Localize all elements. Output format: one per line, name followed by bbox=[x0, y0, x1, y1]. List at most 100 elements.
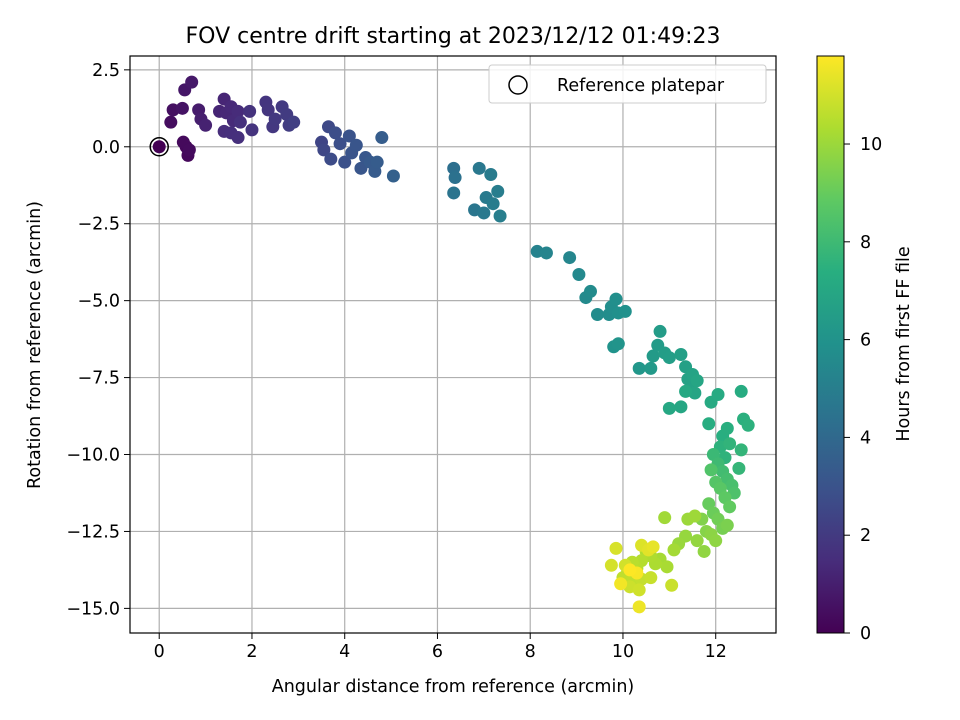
data-point bbox=[653, 324, 667, 338]
data-point bbox=[491, 184, 505, 198]
x-axis-label: Angular distance from reference (arcmin) bbox=[272, 677, 635, 697]
data-point bbox=[447, 186, 461, 200]
data-point bbox=[333, 137, 347, 151]
data-point bbox=[609, 292, 623, 306]
colorbar-gradient bbox=[816, 55, 845, 634]
data-point bbox=[185, 75, 199, 89]
data-point bbox=[231, 104, 245, 118]
x-tick-label: 2 bbox=[246, 642, 257, 662]
data-point bbox=[261, 103, 275, 117]
data-point bbox=[199, 118, 213, 132]
data-point bbox=[614, 577, 628, 591]
data-point bbox=[658, 511, 672, 525]
data-point bbox=[702, 417, 716, 431]
y-tick-label: 0.0 bbox=[92, 138, 120, 158]
x-tick-label: 6 bbox=[432, 642, 443, 662]
data-point bbox=[328, 126, 342, 140]
y-axis-label: Rotation from reference (arcmin) bbox=[25, 201, 45, 489]
data-point bbox=[679, 384, 693, 398]
data-point bbox=[268, 112, 282, 126]
data-point bbox=[632, 600, 646, 614]
reference-platepar-marker bbox=[149, 137, 169, 157]
data-point bbox=[690, 374, 704, 388]
data-point bbox=[662, 351, 676, 365]
colorbar: 0 2 4 6 8 10 Hours from first FF file bbox=[816, 55, 914, 644]
data-point bbox=[584, 284, 598, 298]
data-point bbox=[644, 361, 658, 375]
x-tick-label: 0 bbox=[154, 642, 165, 662]
x-tick-label: 10 bbox=[612, 642, 634, 662]
data-point bbox=[317, 143, 331, 157]
data-point bbox=[667, 543, 681, 557]
y-tick-label: −15.0 bbox=[66, 599, 120, 619]
data-point bbox=[674, 348, 688, 362]
data-point bbox=[611, 337, 625, 351]
data-point bbox=[646, 540, 660, 554]
colorbar-tick-label: 0 bbox=[860, 624, 871, 644]
data-point bbox=[472, 161, 486, 175]
data-point bbox=[604, 558, 618, 572]
legend-label: Reference platepar bbox=[557, 76, 725, 96]
data-point bbox=[720, 421, 734, 435]
data-point bbox=[709, 534, 723, 548]
data-point bbox=[386, 169, 400, 183]
data-point bbox=[175, 101, 189, 115]
data-point bbox=[375, 131, 389, 145]
data-point bbox=[690, 534, 704, 548]
plot-frame bbox=[129, 55, 777, 634]
y-tick-label: −7.5 bbox=[78, 369, 121, 389]
data-point bbox=[632, 583, 646, 597]
y-tick-label: −12.5 bbox=[66, 522, 120, 542]
colorbar-tick-label: 2 bbox=[860, 526, 871, 546]
x-tick-label: 4 bbox=[339, 642, 350, 662]
colorbar-tick-label: 10 bbox=[860, 135, 882, 155]
data-point bbox=[338, 155, 352, 169]
data-point bbox=[720, 518, 734, 532]
data-point bbox=[349, 138, 363, 152]
data-point bbox=[646, 349, 660, 363]
data-point bbox=[723, 500, 737, 514]
colorbar-tick-label: 8 bbox=[860, 233, 871, 253]
data-point bbox=[243, 104, 257, 118]
data-point bbox=[711, 388, 725, 402]
y-tick-label: −5.0 bbox=[78, 292, 121, 312]
data-point bbox=[732, 461, 746, 475]
data-point bbox=[493, 209, 507, 223]
y-tick-label: 2.5 bbox=[92, 61, 120, 81]
data-point bbox=[697, 544, 711, 558]
y-tick-label: −2.5 bbox=[78, 215, 121, 235]
data-point bbox=[723, 437, 737, 451]
data-point bbox=[324, 152, 338, 166]
chart-title: FOV centre drift starting at 2023/12/12 … bbox=[186, 24, 721, 49]
data-point bbox=[484, 167, 498, 181]
data-point bbox=[623, 563, 637, 577]
data-point bbox=[245, 123, 259, 137]
data-point bbox=[674, 400, 688, 414]
data-point bbox=[644, 571, 658, 585]
data-point bbox=[618, 304, 632, 318]
data-point bbox=[688, 509, 702, 523]
data-point bbox=[539, 246, 553, 260]
legend-reference-marker bbox=[508, 75, 528, 95]
legend: Reference platepar bbox=[488, 64, 767, 104]
data-point bbox=[660, 560, 674, 574]
data-point bbox=[342, 129, 356, 143]
data-point bbox=[477, 206, 491, 220]
data-point bbox=[665, 578, 679, 592]
data-point bbox=[590, 307, 604, 321]
colorbar-tick-label: 6 bbox=[860, 331, 871, 351]
colorbar-tick-label: 4 bbox=[860, 428, 871, 448]
data-point bbox=[448, 171, 462, 185]
data-point bbox=[572, 267, 586, 281]
data-point bbox=[152, 140, 166, 154]
data-point bbox=[734, 443, 748, 457]
data-points bbox=[152, 75, 755, 614]
data-point bbox=[182, 143, 196, 157]
x-tick-label: 8 bbox=[525, 642, 536, 662]
data-point bbox=[632, 361, 646, 375]
data-point bbox=[164, 115, 178, 129]
data-point bbox=[370, 155, 384, 169]
data-point bbox=[287, 115, 301, 129]
data-point bbox=[734, 384, 748, 398]
